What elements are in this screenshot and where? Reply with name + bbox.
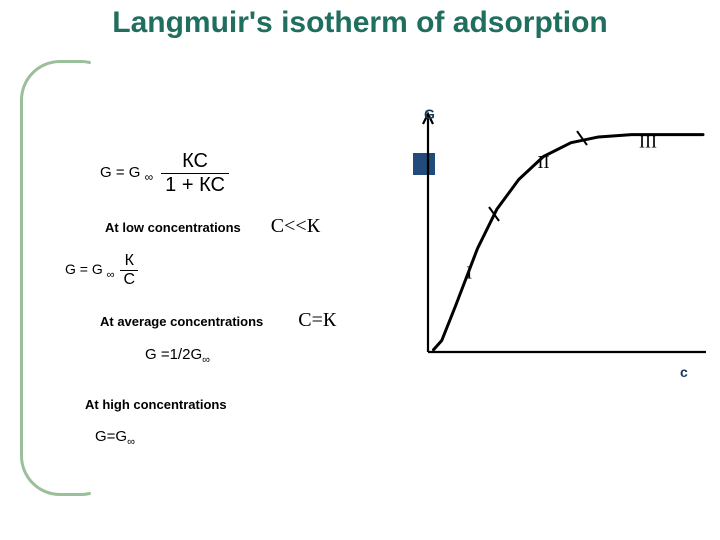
- eq-low-prefix: G = G: [65, 261, 107, 277]
- eq-high: G=G∞: [95, 428, 410, 448]
- label-low: At low concentrations: [105, 220, 241, 235]
- chart-x-label: с: [680, 364, 688, 380]
- eq-main: G = G ∞ КС 1 + КС: [100, 150, 410, 197]
- eq-avg-text: G =1/2G: [145, 346, 202, 363]
- label-avg: At average concentrations: [100, 314, 263, 329]
- isotherm-chart: IIIIII: [410, 110, 710, 370]
- svg-text:II: II: [538, 152, 550, 172]
- cond-avg: С=К: [298, 309, 336, 332]
- eq-main-num: КС: [178, 150, 212, 173]
- cond-low: С<<К: [271, 215, 320, 238]
- eq-avg-inf: ∞: [202, 354, 210, 366]
- eq-low-frac: К С: [120, 252, 138, 289]
- slide-title: Langmuir's isotherm of adsorption: [0, 6, 720, 41]
- label-high: At high concentrations: [85, 397, 227, 412]
- eq-main-lhs: G = G ∞: [100, 164, 153, 184]
- row-low: At low concentrations С<<К: [60, 215, 410, 238]
- eq-main-prefix: G = G: [100, 164, 145, 181]
- eq-main-den: 1 + КС: [161, 174, 229, 197]
- eq-low-lhs: G = G ∞: [65, 261, 114, 281]
- eq-low: G = G ∞ К С: [65, 252, 410, 289]
- chart-y-label: G: [424, 106, 435, 122]
- row-avg: At average concentrations С=К: [60, 309, 410, 332]
- eq-avg: G =1/2G∞: [145, 346, 410, 366]
- eq-high-inf: ∞: [127, 436, 135, 448]
- eq-low-num: К: [122, 252, 137, 270]
- eq-main-inf: ∞: [145, 170, 154, 184]
- eq-low-den: С: [120, 271, 138, 289]
- eq-main-frac: КС 1 + КС: [161, 150, 229, 197]
- row-high: At high concentrations: [60, 396, 410, 414]
- slide-root: Langmuir's isotherm of adsorption G = G …: [0, 0, 720, 540]
- eq-low-inf: ∞: [107, 268, 115, 280]
- equations-block: G = G ∞ КС 1 + КС At low concentrations …: [60, 150, 410, 448]
- eq-high-text: G=G: [95, 428, 127, 445]
- title-text: Langmuir's isotherm of adsorption: [112, 6, 608, 39]
- svg-text:I: I: [466, 262, 472, 282]
- svg-text:III: III: [639, 131, 657, 151]
